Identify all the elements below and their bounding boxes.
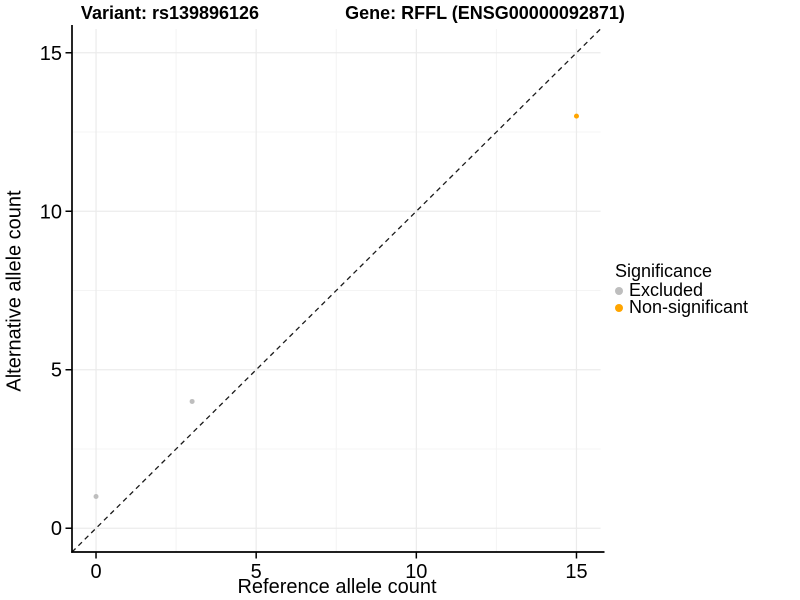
data-point-excluded [93, 494, 99, 500]
y-tick-label: 15 [40, 43, 62, 65]
legend-item-excluded: Excluded [615, 280, 748, 300]
excluded-dot-icon [615, 286, 623, 295]
legend-item-label: Non-significant [629, 297, 749, 317]
x-tick-label: 0 [90, 561, 101, 583]
x-axis-title: Reference allele count [237, 576, 437, 598]
x-tick-label: 5 [251, 561, 262, 583]
legend-item-label: Excluded [629, 280, 704, 300]
plot-title-gene: Gene: RFFL (ENSG00000092871) [345, 3, 625, 23]
non-significant-dot-icon [615, 303, 623, 312]
x-tick-label: 10 [405, 561, 427, 583]
x-tick-label: 15 [565, 561, 587, 583]
y-axis-title: Alternative allele count [3, 190, 26, 392]
y-tick-label: 10 [40, 201, 62, 223]
identity-reference-line [71, 28, 601, 553]
legend: Significance Excluded Non-significant [615, 261, 748, 316]
legend-title: Significance [615, 261, 713, 281]
legend-item-non-significant: Non-significant [615, 297, 749, 317]
data-point-excluded [189, 398, 195, 404]
data-point-non-significant [573, 113, 579, 119]
plot-title-variant: Variant: rs139896126 [80, 3, 260, 23]
y-tick-label: 0 [51, 518, 62, 540]
y-tick-label: 5 [51, 360, 62, 382]
